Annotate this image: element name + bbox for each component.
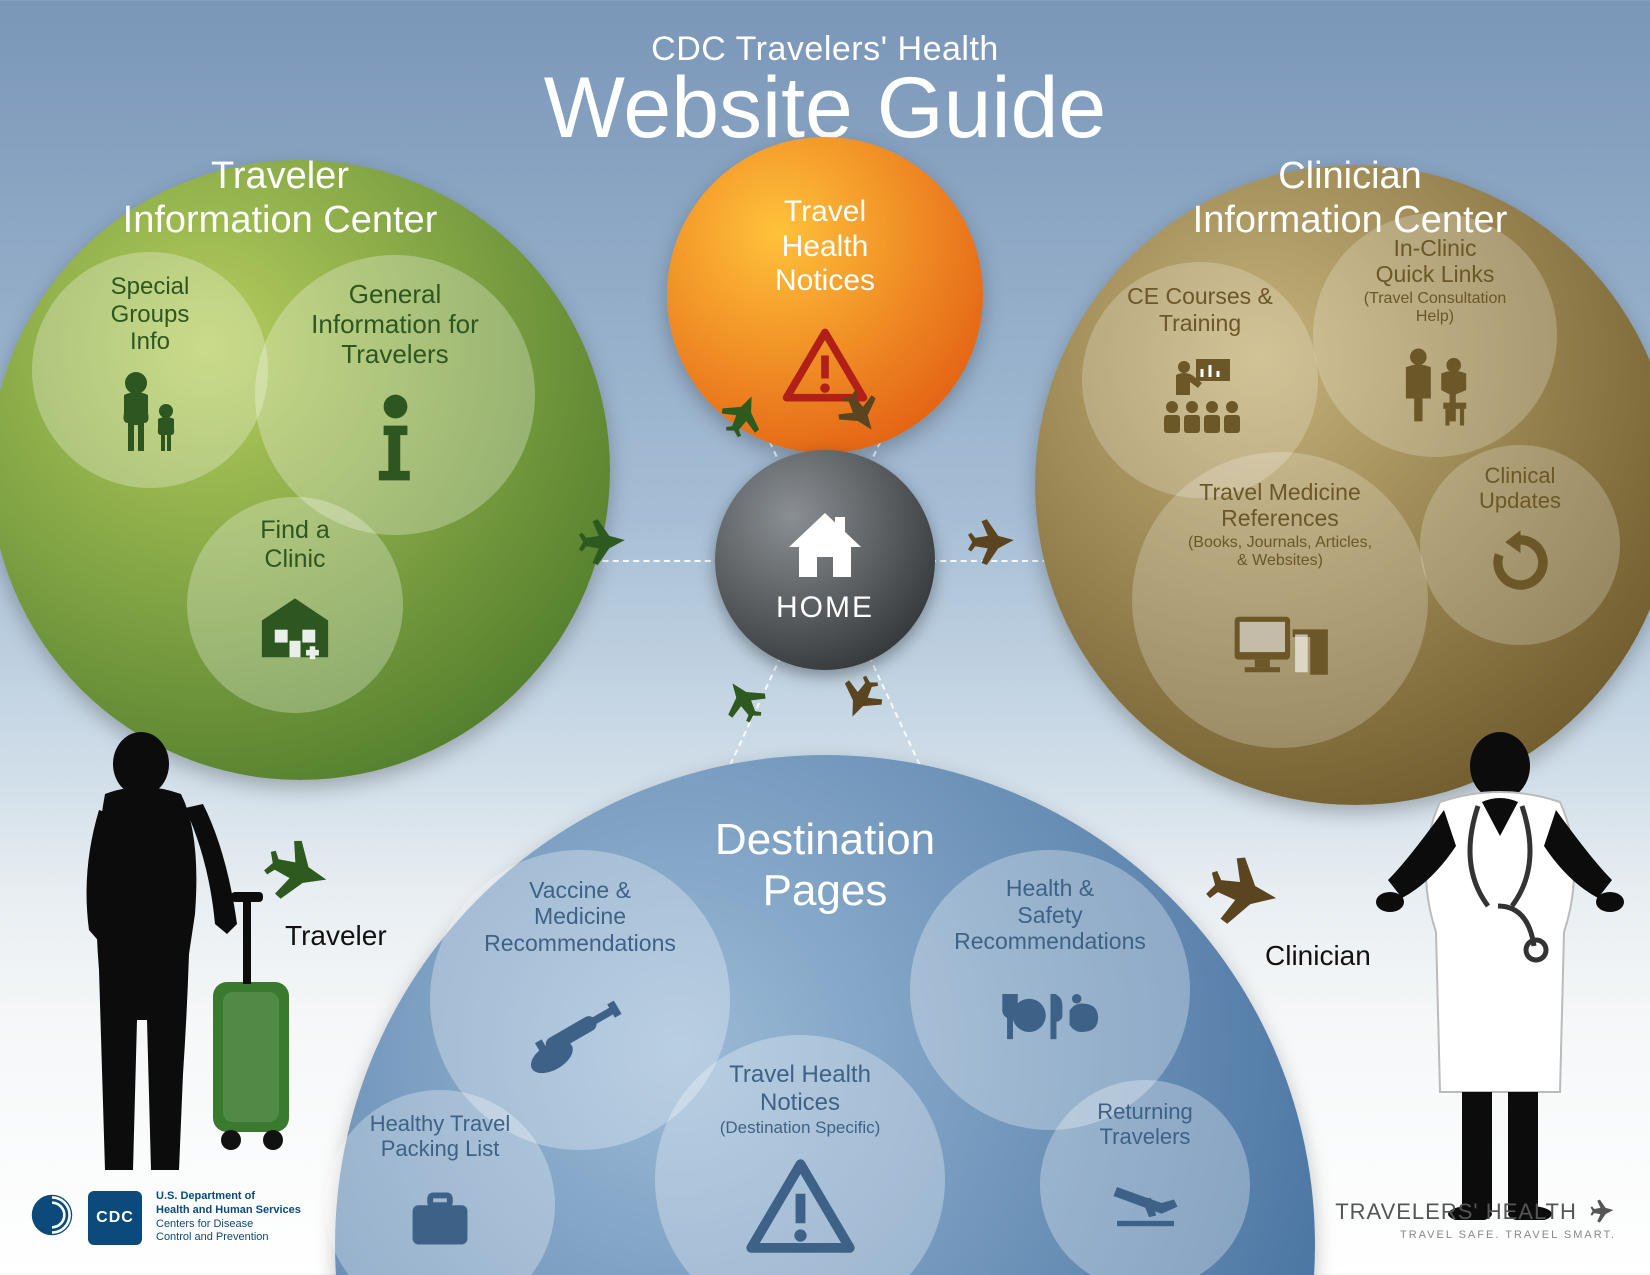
cdc-badge: CDC [88,1191,142,1245]
hub-notices-title: TravelHealthNotices [605,195,1045,299]
plane-icon [709,667,775,733]
consult-icon [1383,334,1487,438]
sub-packing-list-label: Healthy TravelPacking List [370,1111,511,1162]
clinician-label: Clinician [1265,940,1371,972]
sub-med-refs[interactable]: Travel MedicineReferences(Books, Journal… [1132,452,1428,748]
sub-quick-links-label: In-ClinicQuick Links [1376,235,1495,288]
plane-icon [967,514,1019,566]
plane-icon [1198,842,1294,938]
plane-icon [1590,1197,1616,1229]
family-icon [100,363,200,463]
brand-tagline: TRAVEL SAFE. TRAVEL SMART. [1335,1229,1616,1241]
traveler-silhouette [45,720,295,1190]
sub-returning-label: ReturningTravelers [1097,1099,1192,1150]
sub-returning[interactable]: ReturningTravelers [1040,1080,1250,1275]
refresh-icon [1478,520,1563,605]
sub-clinical-updates[interactable]: ClinicalUpdates [1420,445,1620,645]
plane-icon [578,514,630,566]
suitcase-icon [391,1168,489,1266]
clinician-silhouette [1370,720,1630,1220]
alert-icon [739,1147,862,1270]
sub-clinical-updates-label: ClinicalUpdates [1479,463,1561,514]
food-safety-icon [991,963,1110,1082]
hhs-icon [30,1193,74,1242]
sub-find-clinic-label: Find aClinic [260,516,329,574]
plane-icon [829,667,895,733]
sub-general-info[interactable]: GeneralInformation forTravelers [255,255,535,535]
traveler-label: Traveler [285,920,387,952]
sub-med-refs-sublabel: (Books, Journals, Articles,& Websites) [1188,534,1372,571]
header: CDC Travelers' Health Website Guide [544,30,1107,151]
house-icon [770,495,880,595]
sub-general-info-label: GeneralInformation forTravelers [311,280,479,370]
vaccine-icon [516,965,644,1093]
info-icon [336,378,455,497]
sub-med-refs-label: Travel MedicineReferences [1199,479,1360,532]
sub-health-safety-label: Health &SafetyRecommendations [954,875,1146,954]
home-label: HOME [776,591,874,625]
brand: TRAVELERS' HEALTH [1335,1197,1616,1229]
arrival-icon [1101,1155,1190,1244]
hhs-text: U.S. Department ofHealth and Human Servi… [156,1190,301,1245]
sub-dest-notices-label: Travel HealthNotices [729,1061,871,1116]
sub-vaccine-recs-label: Vaccine &MedicineRecommendations [484,877,676,956]
footer-right: TRAVELERS' HEALTH TRAVEL SAFE. TRAVEL SM… [1335,1197,1616,1241]
clinic-icon [249,580,341,672]
sub-special-groups[interactable]: SpecialGroupsInfo [32,252,268,488]
footer-left: CDC U.S. Department ofHealth and Human S… [30,1190,301,1245]
sub-find-clinic[interactable]: Find aClinic [187,497,403,713]
refs-icon [1217,579,1343,705]
hub-clinician-title: ClinicianInformation Center [1130,155,1570,242]
sub-special-groups-label: SpecialGroupsInfo [111,273,190,356]
home-node[interactable]: HOME [715,450,935,670]
training-icon [1150,343,1250,443]
hub-traveler-title: TravelerInformation Center [60,155,500,242]
sub-quick-links-sublabel: (Travel ConsultationHelp) [1364,290,1507,327]
sub-quick-links[interactable]: In-ClinicQuick Links(Travel Consultation… [1313,213,1557,457]
sub-ce-courses-label: CE Courses &Training [1127,283,1273,336]
sub-dest-notices-sublabel: (Destination Specific) [720,1118,881,1138]
